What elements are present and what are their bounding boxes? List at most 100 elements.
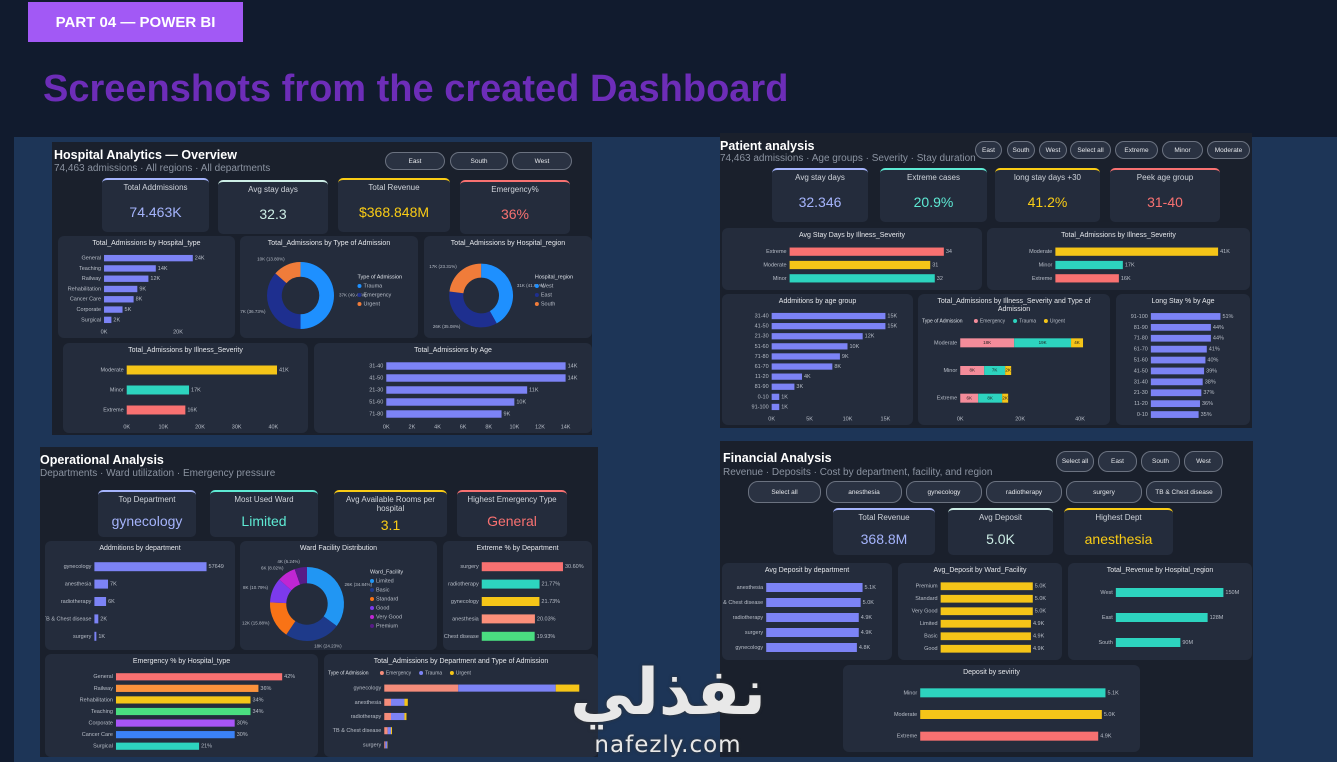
- kpi-label: Emergency%: [491, 185, 539, 194]
- chart-panel: Total_Admissions by Department and Type …: [324, 654, 598, 757]
- bar-segment: [978, 393, 1003, 403]
- category-label: Teaching: [79, 266, 101, 272]
- value-label: 2K: [113, 317, 120, 323]
- bar: [920, 731, 1099, 741]
- panel-title: Total_Admissions by Type of Admission: [267, 240, 391, 247]
- legend-swatch: [370, 588, 375, 592]
- category-label: 71-80: [755, 354, 769, 360]
- bar: [1150, 411, 1199, 418]
- x-tick-label: 14K: [561, 424, 571, 430]
- legend-swatch: [370, 615, 375, 619]
- bar: [115, 696, 251, 704]
- slide-title: Screenshots from the created Dashboard: [43, 68, 789, 110]
- panel-title: Long Stay % by Age: [1151, 298, 1215, 305]
- bar: [771, 373, 802, 380]
- kpi-label: Avg Available Rooms per hospital: [345, 495, 436, 513]
- slicer-button: West: [1184, 451, 1223, 472]
- bar: [1150, 323, 1211, 331]
- bar: [115, 673, 283, 681]
- bar: [789, 274, 935, 283]
- bar-segment: [387, 727, 392, 735]
- bar: [481, 562, 563, 572]
- bar: [94, 597, 107, 606]
- dashboard-subtitle: Departments · Ward utilization · Emergen…: [40, 468, 276, 479]
- donut-slice: [300, 262, 335, 329]
- donut-slice: [481, 263, 514, 324]
- segment-label: 2K: [1005, 368, 1011, 373]
- kpi-card: long stay days +30 41.2%: [995, 168, 1100, 222]
- value-label: 35%: [1201, 412, 1212, 418]
- category-label: Teaching: [91, 709, 113, 715]
- category-label: surgery: [363, 742, 382, 748]
- bar: [94, 614, 99, 624]
- category-label: Surgical: [93, 744, 113, 750]
- kpi-card: Top Department gynecology: [98, 490, 196, 537]
- slice-label: 17K (23.31%): [429, 264, 457, 269]
- category-label: East: [1102, 615, 1113, 621]
- bar-segment: [384, 698, 392, 706]
- chart: Minor 5.1K Moderate 5.0K Extreme 4.9K: [894, 688, 1119, 741]
- category-label: Moderate: [934, 340, 957, 346]
- value-label: 34: [946, 249, 952, 255]
- bar: [115, 731, 235, 739]
- kpi-value: 74.463K: [129, 204, 182, 220]
- bar: [1150, 367, 1205, 375]
- value-label: 10K: [849, 344, 859, 350]
- value-label: 8K: [834, 364, 841, 370]
- slicer-button: East: [385, 152, 445, 170]
- value-label: 42%: [284, 674, 295, 680]
- category-label: Premium: [916, 584, 938, 590]
- slice-label: 6K (8.02%): [261, 566, 284, 571]
- kpi-card: Avg stay days 32.346: [772, 168, 868, 222]
- legend-label: West: [541, 283, 554, 289]
- slicer-button: TB & Chest disease: [1146, 481, 1222, 503]
- value-label: 37%: [1203, 390, 1214, 396]
- legend-label: Standard: [376, 596, 398, 602]
- slicer-button: West: [1039, 141, 1067, 159]
- dashboard: Patient analysis 74,463 admissions · Age …: [720, 133, 1252, 428]
- value-label: 16K: [187, 407, 197, 413]
- legend-label: Emergency: [363, 292, 391, 298]
- chart-panel: Total_Admissions by Illness_Severity Mode…: [63, 343, 308, 433]
- panel-title: Total_Admissions by Department and Type …: [373, 658, 549, 665]
- x-tick-label: 0K: [957, 416, 964, 422]
- legend-swatch: [379, 671, 384, 675]
- bar: [771, 353, 840, 360]
- x-tick-label: 20K: [195, 424, 205, 430]
- slice-label: 37K (49.47%): [339, 293, 367, 298]
- bar: [1055, 247, 1219, 256]
- category-label: anesthesia: [452, 616, 480, 622]
- panel-title: Addmitions by department: [99, 545, 181, 552]
- kpi-card: Emergency% 36%: [460, 180, 570, 234]
- dashboard-title: Operational Analysis: [40, 453, 164, 467]
- kpi-label: Avg stay days: [248, 185, 298, 194]
- segment-label: 4K: [1074, 340, 1080, 345]
- chart-panel: Total_Admissions by Hospital_region 31K (…: [424, 236, 592, 338]
- slice-label: 8K (10.79%): [243, 585, 269, 590]
- category-label: Minor: [943, 368, 957, 374]
- category-label: Limited: [920, 621, 938, 627]
- value-label: 7K: [110, 582, 117, 588]
- chart-panel: Deposit by sevirity Minor 5.1K Moderate 5.0K…: [843, 665, 1140, 752]
- dashboard: Hospital Analytics — Overview 74,463 admi…: [52, 142, 592, 435]
- kpi-card: Highest Dept anesthesia: [1064, 508, 1173, 555]
- category-label: Extreme: [1032, 276, 1052, 282]
- x-tick-label: 0K: [768, 416, 775, 422]
- value-label: 31: [932, 262, 938, 268]
- kpi-value: Limited: [241, 512, 287, 529]
- kpi-value: gynecology: [111, 512, 183, 529]
- bar-segment: [984, 366, 1006, 375]
- dashboard-title: Hospital Analytics — Overview: [54, 148, 237, 162]
- value-label: 15K: [887, 324, 897, 330]
- category-label: General: [93, 674, 113, 680]
- kpi-card: Peek age group 31-40: [1110, 168, 1220, 222]
- category-label: 41-50: [755, 324, 769, 330]
- bar-segment: [384, 741, 386, 749]
- bar: [94, 562, 207, 572]
- kpi-value: General: [487, 512, 537, 529]
- bar: [789, 260, 931, 270]
- chart-panel: Ward Facility Distribution 26K (34.84%) 18…: [240, 541, 437, 650]
- kpi-value: 31-40: [1147, 194, 1183, 210]
- bar: [115, 719, 235, 727]
- x-tick-label: 0K: [383, 424, 390, 430]
